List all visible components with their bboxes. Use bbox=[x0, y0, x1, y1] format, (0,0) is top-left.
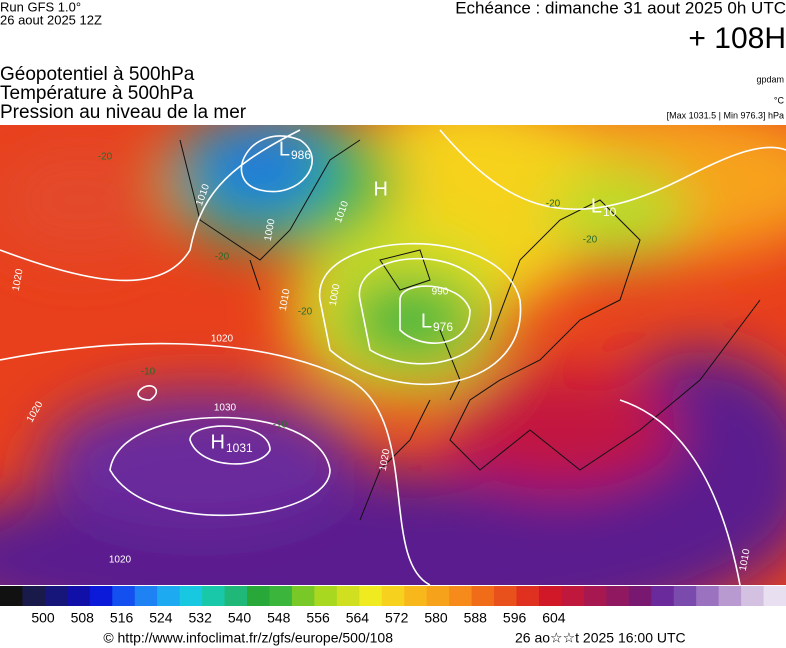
colorbar-swatch bbox=[0, 586, 23, 606]
isobar-label: 1010 bbox=[738, 548, 753, 572]
temp-label: -20 bbox=[583, 235, 598, 246]
isobar-label: 1030 bbox=[214, 403, 237, 414]
colorbar-swatch bbox=[651, 586, 675, 606]
temp-label: -20 bbox=[98, 152, 113, 163]
colorbar-label: 508 bbox=[71, 610, 95, 626]
colorbar-swatch bbox=[247, 586, 270, 606]
colorbar-swatch bbox=[449, 586, 473, 606]
center-value: 976 bbox=[433, 320, 453, 334]
temp-label: -10 bbox=[141, 367, 156, 378]
colorbar-swatch bbox=[336, 586, 360, 606]
colorbar-swatch bbox=[22, 586, 46, 606]
colorbar: 500 508 516 524 532 540 548 556 564 572 580 588 596 6… bbox=[0, 586, 786, 626]
colorbar-label: 548 bbox=[267, 610, 291, 626]
field-3: Pression au niveau de la mer bbox=[0, 102, 247, 123]
colorbar-swatch bbox=[538, 586, 562, 606]
run-date: 26 aout 2025 12Z bbox=[0, 12, 102, 27]
unit-temp: °C bbox=[774, 95, 785, 105]
colorbar-label: 532 bbox=[189, 610, 213, 626]
colorbar-label: 556 bbox=[306, 610, 330, 626]
generated: 26 ao☆☆t 2025 16:00 UTC bbox=[515, 630, 686, 646]
colorbar-swatch bbox=[718, 586, 742, 606]
temp-label: -20 bbox=[215, 252, 230, 263]
field-2: Température à 500hPa bbox=[0, 83, 194, 104]
colorbar-swatch bbox=[67, 586, 91, 606]
colorbar-swatch bbox=[561, 586, 585, 606]
colorbar-swatch bbox=[628, 586, 652, 606]
colorbar-swatch bbox=[291, 586, 315, 606]
temp-label: -20 bbox=[546, 199, 561, 210]
center-value: 10 bbox=[603, 205, 617, 219]
run: Run GFS 1.0° bbox=[0, 0, 81, 14]
isobar-label: 1020 bbox=[11, 268, 26, 292]
colorbar-label: 564 bbox=[346, 610, 370, 626]
colorbar-label: 540 bbox=[228, 610, 252, 626]
colorbar-swatch bbox=[516, 586, 540, 606]
center-type: L bbox=[591, 195, 602, 217]
field-1: Géopotentiel à 500hPa bbox=[0, 64, 195, 85]
colorbar-swatch bbox=[314, 586, 338, 606]
center-type: H bbox=[211, 431, 225, 453]
colorbar-swatch bbox=[202, 586, 226, 606]
center-type: L bbox=[421, 310, 432, 332]
isobar-label: 1020 bbox=[378, 448, 393, 472]
colorbar-swatch bbox=[763, 586, 786, 606]
colorbar-swatch bbox=[471, 586, 495, 606]
colorbar-swatch bbox=[381, 586, 405, 606]
colorbar-swatch bbox=[224, 586, 248, 606]
colorbar-swatch bbox=[494, 586, 518, 606]
colorbar-label: 516 bbox=[110, 610, 134, 626]
temp-label: -10 bbox=[273, 420, 288, 431]
colorbar-swatch bbox=[404, 586, 428, 606]
colorbar-label: 588 bbox=[464, 610, 488, 626]
isobar-label: 1020 bbox=[109, 555, 132, 566]
unit-geo: gpdam bbox=[756, 74, 784, 84]
isobar-label: 990 bbox=[432, 287, 449, 298]
isobar-label: 1010 bbox=[278, 288, 293, 312]
colorbar-swatch bbox=[359, 586, 383, 606]
colorbar-swatch bbox=[89, 586, 113, 606]
colorbar-label: 596 bbox=[503, 610, 527, 626]
colorbar-label: 604 bbox=[542, 610, 566, 626]
colorbar-label: 572 bbox=[385, 610, 409, 626]
colorbar-swatch bbox=[673, 586, 697, 606]
colorbar-swatch bbox=[426, 586, 450, 606]
colorbar-swatch bbox=[606, 586, 630, 606]
colorbar-swatch bbox=[583, 586, 607, 606]
source: © http://www.infoclimat.fr/z/gfs/europe/… bbox=[103, 630, 393, 646]
colorbar-swatch bbox=[157, 586, 181, 606]
center-value: 986 bbox=[291, 148, 311, 162]
isobar-label: 1000 bbox=[263, 218, 278, 242]
colorbar-swatch bbox=[269, 586, 293, 606]
colorbar-swatch bbox=[44, 586, 68, 606]
center-value: 1031 bbox=[226, 441, 253, 455]
colorbar-label: 500 bbox=[31, 610, 55, 626]
isobar-label: 1000 bbox=[328, 283, 343, 307]
colorbar-swatch bbox=[179, 586, 203, 606]
colorbar-label: 580 bbox=[424, 610, 448, 626]
center-type: L bbox=[279, 138, 290, 160]
lead-time: + 108H bbox=[688, 22, 786, 55]
colorbar-label: 524 bbox=[149, 610, 173, 626]
colorbar-swatch bbox=[696, 586, 720, 606]
colorbar-swatch bbox=[741, 586, 765, 606]
temp-label: -20 bbox=[298, 307, 313, 318]
colorbar-swatch bbox=[112, 586, 136, 606]
colorbar-swatch bbox=[134, 586, 158, 606]
valid-time: Echéance : dimanche 31 aout 2025 0h UTC bbox=[455, 0, 786, 17]
center-type: H bbox=[374, 178, 388, 200]
isobar-label: 1020 bbox=[211, 334, 234, 345]
pressure-range: [Max 1031.5 | Min 976.3] hPa bbox=[667, 110, 784, 120]
